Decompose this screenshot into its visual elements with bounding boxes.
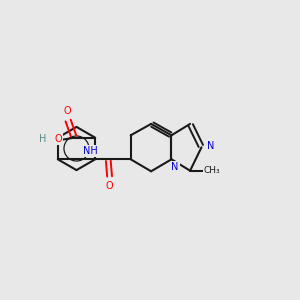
- Text: H: H: [39, 134, 46, 144]
- Text: N: N: [207, 141, 214, 151]
- Text: N: N: [171, 162, 179, 172]
- Text: NH: NH: [83, 146, 98, 156]
- Text: CH₃: CH₃: [203, 166, 220, 175]
- Text: O: O: [55, 134, 62, 144]
- Text: O: O: [64, 106, 71, 116]
- Text: O: O: [106, 181, 113, 191]
